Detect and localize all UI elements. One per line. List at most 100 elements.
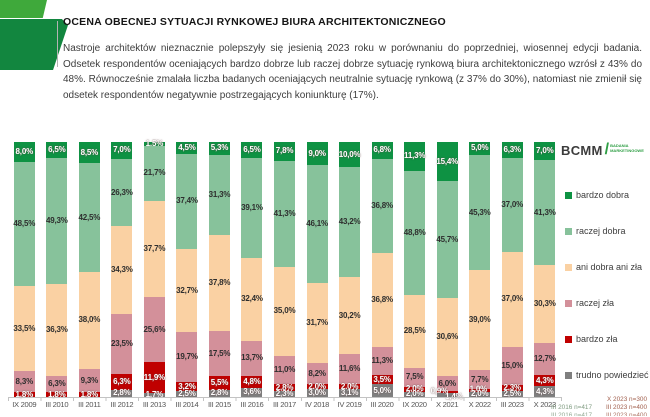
segment-bardzo-dobra: 8,0% [13,141,35,163]
segment-ani-dobra-ani-zła: 32,7% [176,248,198,333]
segment-bardzo-dobra: 11,3% [404,141,425,171]
bcmm-logo-tagline: BADANIA MARKETINGOWE [610,143,644,154]
segment-ani-dobra-ani-zła: 38,0% [78,271,100,369]
value-label: 9,3% [80,375,99,385]
segment-bardzo-zła: 1,8% [13,390,35,398]
note-iii2023: III 2023 n=400 [605,404,647,412]
bar-iii-2010: 6,5% 49,3% 36,3% 6,3% 1,8% [41,141,74,399]
value-label: 1,0% [469,384,488,394]
segment-raczej-dobra: 48,5% [13,162,35,286]
value-label: 11,6% [338,364,361,374]
stacked-bar: 7,0% 26,3% 34,3% 23,5% 6,3% 2,8% [111,141,133,397]
segment-raczej-dobra: 39,1% [241,158,263,259]
value-label: 6,5% [243,145,261,155]
segment-ani-dobra-ani-zła: 34,3% [111,226,133,314]
value-label: 1,8% [48,389,66,399]
value-label: 48,8% [403,227,426,237]
segment-trudno-powiedzieć: 3,1% [339,389,361,397]
segment-raczej-dobra: 46,1% [306,164,328,283]
segment-ani-dobra-ani-zła: 37,8% [208,234,231,332]
segment-bardzo-dobra: 4,5% [176,142,198,154]
segment-bardzo-dobra: 6,3% [501,141,523,158]
segment-raczej-dobra: 37,0% [501,157,523,253]
x-axis-labels: IX 2009 III 2010 III 2011 III 2012 III 2013 I… [8,400,561,409]
segment-raczej-zła: 7,5% [404,367,426,387]
segment-bardzo-dobra: 8,5% [78,141,100,164]
value-label: 43,2% [338,217,361,227]
chart-bars: 8,0% 48,5% 33,5% 8,3% 1,8% 6,5% 49,3% 36,3% 6,3%… [8,139,561,400]
value-label: 7,8% [275,146,294,156]
segment-trudno-powiedzieć: 2,0% [404,389,426,399]
value-label: 4,3% [536,375,554,385]
segment-raczej-zła: 8,2% [306,363,328,385]
legend-swatch-bardzo-dobra [565,191,572,199]
note-clipped-left: III 2016 n=417 [551,412,593,417]
value-label: 2,0% [340,381,359,391]
value-label: 4,8% [243,376,261,386]
legend-label: trudno powiedzieć [576,370,649,380]
value-label: 45,7% [436,234,459,244]
segment-bardzo-dobra: 9,0% [306,142,328,165]
segment-ani-dobra-ani-zła: 30,2% [339,277,361,355]
value-label: 31,7% [306,317,328,327]
bar-iii-2016: 6,5% 39,1% 32,4% 13,7% 4,8% 3,6% [236,141,269,397]
value-label: 37,8% [208,278,231,288]
segment-bardzo-zła: 2,8% [274,383,296,392]
value-label: 2,0% [405,384,424,394]
x-axis-label: X 2021 [436,400,459,409]
stacked-bar: 5,0% 45,3% 39,0% 7,7% 1,0% 2,0% [468,142,491,398]
bar-iii-2023: 6,3% 37,0% 37,0% 15,0% 2,3% 2,5% [496,141,529,397]
value-label: 2,3% [275,389,294,399]
segment-bardzo-zła: 2,3% [501,383,523,391]
value-label: 45,3% [468,207,491,217]
header-divider-line [57,21,58,67]
note-line-3-clipped: III 2016 n=417 III 2023 n=400 [551,412,647,416]
segment-raczej-dobra: 48,8% [403,170,426,296]
value-label: 17,5% [208,348,231,358]
value-label: 37,7% [143,244,166,253]
value-label: 2,0% [308,381,326,391]
value-label: 30,3% [533,299,556,309]
stacked-bar: 7,0% 41,3% 30,3% 12,7% 4,3% 4,3% [533,142,556,397]
x-axis-label: III 2012 [110,400,134,409]
segment-trudno-powiedzieć: 1,7% [143,390,165,398]
bar-ix-2009: 8,0% 48,5% 33,5% 8,3% 1,8% [8,141,41,398]
segment-raczej-zła: 8,3% [13,371,35,393]
segment-raczej-dobra: 42,5% [78,163,100,272]
value-label: 30,6% [436,331,459,341]
bcmm-tagline-line2: MARKETINGOWE [610,147,644,153]
segment-ani-dobra-ani-zła: 28,5% [404,295,426,368]
legend-swatch-raczej-zla [565,299,572,307]
stacked-bar: 6,5% 39,1% 32,4% 13,7% 4,8% 3,6% [241,141,263,397]
bcmm-tagline-line1: BADANIA [610,143,629,148]
x-axis-label: IV 2019 [337,400,362,409]
value-label: 2,0% [405,389,424,399]
segment-raczej-zła: 6,0% [436,375,458,392]
bar-iii-2013: 1,5% 21,7% 37,7% 25,6% 11,9% 1,7% [138,139,171,398]
segment-raczej-dobra: 45,3% [468,154,491,271]
value-label: 5,5% [210,377,229,387]
segment-ani-dobra-ani-zła: 39,0% [469,270,491,370]
segment-trudno-powiedzieć: 2,8% [208,389,230,397]
value-label: 23,5% [111,338,133,348]
stacked-bar: 6,5% 49,3% 36,3% 6,3% 1,8% [46,141,68,399]
x-axis-label: III 2015 [207,400,231,409]
bar-iii-2011: 8,5% 42,5% 38,0% 9,3% 1,8% [73,141,106,398]
value-label: 6,3% [113,376,131,386]
segment-trudno-powiedzieć: 2,5% [501,389,523,397]
segment-bardzo-dobra: 15,4% [436,142,458,182]
legend-swatch-trudno-powiedziec [565,371,572,379]
segment-raczej-zła: 23,5% [111,313,133,374]
segment-bardzo-dobra: 7,0% [534,142,556,161]
logo-shape-light-green [0,0,47,18]
x-axis-label: X 2023 [533,400,557,409]
segment-bardzo-zła: 1,8% [46,389,68,399]
value-label: 3,0% [308,388,326,398]
bcmm-logo-text: BCMM [561,143,603,158]
value-label: 3,6% [243,387,261,397]
segment-bardzo-zła: 3,5% [371,375,393,385]
x-axis-label: III 2017 [273,400,296,409]
value-label: 25,6% [143,324,166,334]
legend-item-bardzo-dobra: bardzo dobra [565,190,649,200]
segment-raczej-zła: 13,7% [241,340,263,376]
